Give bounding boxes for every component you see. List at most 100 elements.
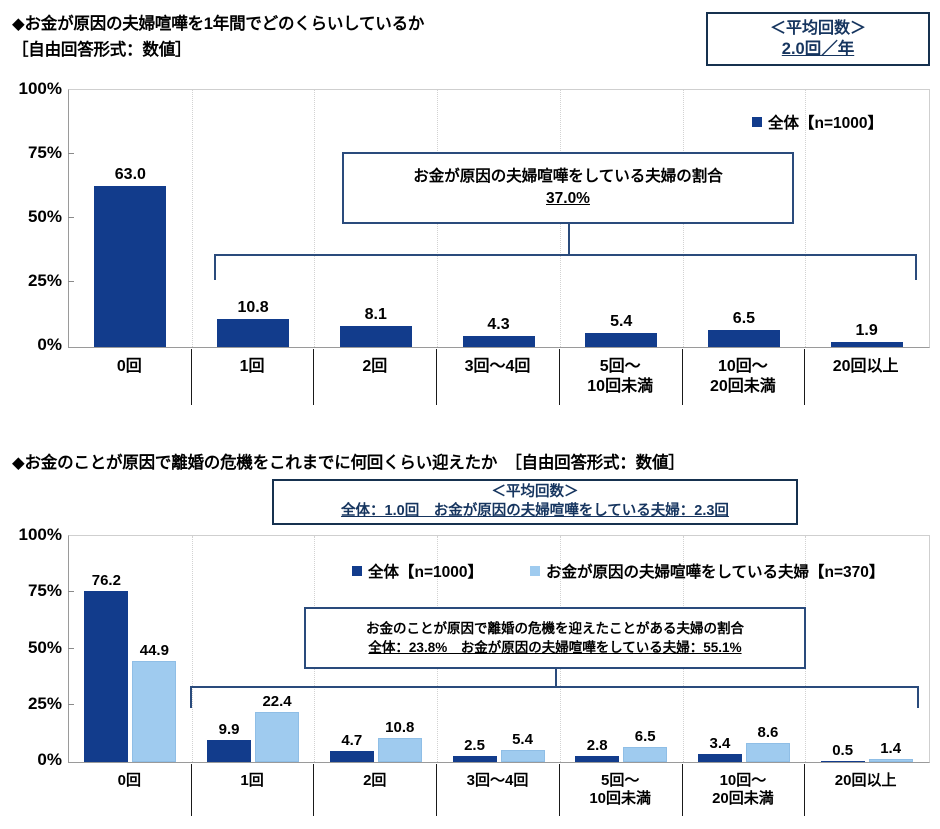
- category-gridline: [805, 90, 807, 347]
- bar: [94, 185, 167, 347]
- chart2-bars: 76.2 44.9 9.9 22.4 4.7 10.8 2.5 5.4 2.8 6.5 3.4 8.6…: [69, 536, 929, 762]
- y-axis-tick-label: 75%: [27, 143, 62, 162]
- bar-value-label: 5.4: [610, 313, 633, 331]
- category-separator: [558, 764, 560, 816]
- bar: [830, 342, 903, 347]
- y-axis-tick-label: 100%: [18, 79, 62, 98]
- chart1-bars: 63.0 10.8 8.1 4.3 5.4 6.5 1.9: [69, 90, 929, 347]
- bar: [377, 737, 422, 762]
- y-axis-tick-mark: [68, 591, 74, 593]
- x-axis-category-label: 10回～ 20回未満: [710, 358, 776, 395]
- bar: [585, 333, 658, 347]
- note-line2: 全体：23.8% お金が原因の夫婦喧嘩をしている夫婦：55.1%: [368, 640, 742, 655]
- x-axis-category-label: 0回: [117, 772, 142, 789]
- bar-value-label: 76.2: [91, 571, 121, 589]
- category-separator: [313, 764, 315, 816]
- bar-value-label: 6.5: [732, 310, 756, 328]
- bar-value-label: 4.3: [487, 316, 510, 333]
- x-axis-category-label: 1回: [240, 772, 264, 789]
- bar: [217, 319, 290, 347]
- legend-swatch-total-icon: [352, 566, 362, 576]
- chart2-legend-total: 全体【n=1000】: [352, 560, 483, 582]
- chart2-note-box: お金のことが原因で離婚の危機を迎えたことがある夫婦の割合 全体：23.8% お金…: [304, 607, 806, 669]
- chart1-note-box: お金が原因の夫婦喧嘩をしている夫婦の割合 37.0%: [342, 152, 794, 224]
- bar-value-label: 44.9: [139, 641, 169, 659]
- note-line2: 37.0%: [546, 190, 590, 207]
- section1-title-line2: ［自由回答形式：数値］: [12, 41, 192, 59]
- bar: [820, 760, 865, 762]
- bar: [745, 742, 790, 762]
- x-axis-category-label: 3回～4回: [466, 772, 529, 789]
- bar-value-label: 22.4: [262, 692, 292, 710]
- bar: [623, 747, 668, 762]
- x-axis-category-label: 5回～ 10回未満: [589, 772, 652, 808]
- y-axis-tick-mark: [68, 703, 74, 705]
- y-axis-tick-label: 100%: [18, 525, 62, 544]
- bar-value-label: 0.5: [832, 741, 854, 759]
- average-heading: ＜平均回数＞: [769, 19, 866, 37]
- category-gridline: [191, 536, 194, 762]
- legend-label-total: 全体【n=1000】: [768, 115, 884, 132]
- bar: [255, 711, 300, 762]
- bar-value-label: 6.5: [634, 728, 656, 746]
- y-axis-tick-mark: [68, 217, 74, 218]
- legend-label-subgroup: お金が原因の夫婦喧嘩をしている夫婦【n=370】: [546, 564, 885, 581]
- category-separator: [804, 764, 806, 816]
- category-separator: [190, 349, 192, 405]
- category-separator: [313, 349, 315, 405]
- category-gridline: [314, 90, 316, 347]
- y-axis-tick-label: 0%: [37, 750, 62, 769]
- chart2-y-axis: 0% 25% 50% 75% 100%: [0, 525, 62, 769]
- x-axis-category-label: 1回: [239, 358, 265, 375]
- y-axis-tick-label: 75%: [27, 581, 62, 601]
- chart1-x-axis: 0回 1回 2回 3回～4回 5回～ 10回未満 10回～ 20回未満 20回以上: [68, 349, 930, 419]
- bar: [462, 336, 535, 347]
- bar-value-label: 63.0: [114, 165, 146, 183]
- bar-value-label: 2.5: [464, 737, 485, 755]
- section1-average-box: ＜平均回数＞ 2.0回／年: [706, 12, 930, 66]
- y-axis-tick-mark: [68, 647, 74, 649]
- legend-swatch-total-icon: [752, 117, 762, 127]
- legend-label-total: 全体【n=1000】: [368, 564, 484, 581]
- bar-value-label: 8.1: [364, 306, 387, 324]
- category-separator: [558, 349, 560, 405]
- bar-value-label: 1.4: [880, 739, 902, 757]
- x-axis-category-label: 5回～ 10回未満: [587, 358, 654, 395]
- chart1-y-ticks: [68, 89, 76, 348]
- average-heading: ＜平均回数＞: [491, 483, 579, 500]
- y-axis-tick-mark: [68, 281, 74, 282]
- bar: [207, 739, 252, 762]
- legend-swatch-subgroup-icon: [530, 566, 540, 576]
- bar-value-label: 8.6: [757, 723, 779, 741]
- chart1-y-axis: 0% 25% 50% 75% 100%: [0, 79, 62, 354]
- bar-value-label: 10.8: [385, 718, 415, 736]
- x-axis-category-label: 3回～4回: [464, 358, 531, 375]
- category-separator: [190, 764, 192, 816]
- bar: [500, 749, 545, 762]
- section2-title: ◆お金のことが原因で離婚の危機をこれまでに何回くらい迎えたか ［自由回答形式：数…: [12, 454, 685, 472]
- y-axis-tick-label: 25%: [27, 271, 62, 290]
- category-separator: [436, 349, 438, 405]
- y-axis-tick-label: 25%: [27, 693, 62, 713]
- chart2-y-ticks: [68, 535, 76, 763]
- bar: [339, 326, 412, 347]
- bar-value-label: 10.8: [237, 299, 269, 317]
- y-axis-tick-label: 50%: [27, 207, 62, 226]
- bar-value-label: 2.8: [586, 736, 608, 754]
- bar: [132, 660, 177, 762]
- x-axis-category-label: 2回: [362, 358, 388, 375]
- chart1-legend: 全体【n=1000】: [752, 111, 883, 133]
- category-separator: [804, 349, 806, 405]
- category-separator: [681, 764, 683, 816]
- x-axis-category-label: 2回: [363, 772, 387, 789]
- x-axis-category-label: 20回以上: [832, 358, 899, 375]
- x-axis-category-label: 20回以上: [834, 772, 897, 789]
- bar: [452, 756, 497, 762]
- bar: [868, 758, 913, 762]
- x-axis-category-label: 0回: [116, 358, 142, 375]
- bar-value-label: 4.7: [341, 732, 363, 750]
- category-separator: [436, 764, 438, 816]
- y-axis-tick-mark: [68, 153, 74, 154]
- y-axis-tick-label: 50%: [27, 637, 62, 657]
- x-axis-category-label: 10回～ 20回未満: [712, 772, 774, 808]
